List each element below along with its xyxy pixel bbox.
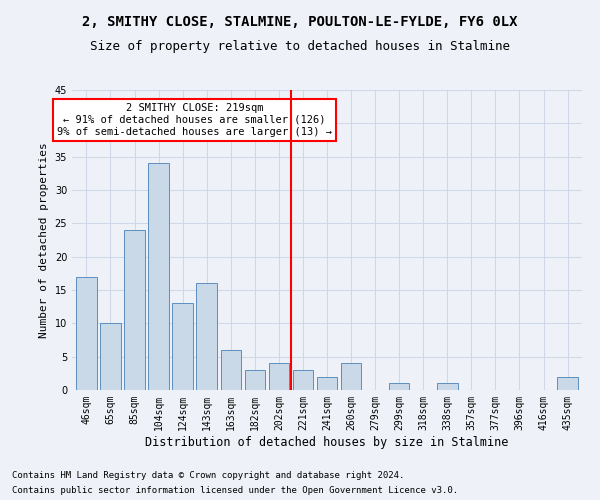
Bar [221,350,241,390]
Bar [269,364,289,390]
Bar [245,370,265,390]
X-axis label: Distribution of detached houses by size in Stalmine: Distribution of detached houses by size … [145,436,509,448]
Bar [317,376,337,390]
Text: Contains HM Land Registry data © Crown copyright and database right 2024.: Contains HM Land Registry data © Crown c… [12,471,404,480]
Bar [437,384,458,390]
Bar [196,284,217,390]
Bar [100,324,121,390]
Bar [293,370,313,390]
Text: Size of property relative to detached houses in Stalmine: Size of property relative to detached ho… [90,40,510,53]
Y-axis label: Number of detached properties: Number of detached properties [39,142,49,338]
Bar [172,304,193,390]
Bar [389,384,409,390]
Bar [76,276,97,390]
Bar [341,364,361,390]
Text: 2, SMITHY CLOSE, STALMINE, POULTON-LE-FYLDE, FY6 0LX: 2, SMITHY CLOSE, STALMINE, POULTON-LE-FY… [82,15,518,29]
Text: Contains public sector information licensed under the Open Government Licence v3: Contains public sector information licen… [12,486,458,495]
Bar [124,230,145,390]
Bar [148,164,169,390]
Text: 2 SMITHY CLOSE: 219sqm
← 91% of detached houses are smaller (126)
9% of semi-det: 2 SMITHY CLOSE: 219sqm ← 91% of detached… [57,104,332,136]
Bar [557,376,578,390]
